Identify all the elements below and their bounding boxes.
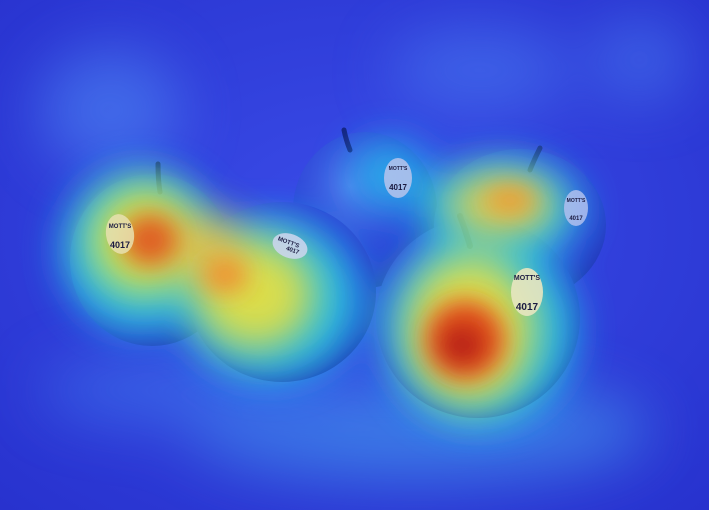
sticker-brand: MOTT'S: [567, 198, 586, 204]
sticker-back-right-apple: MOTT'S 4017: [564, 190, 588, 226]
sticker-code: 4017: [389, 183, 407, 192]
heatmap-hot-layer: [122, 186, 535, 380]
sticker-front-right-apple: MOTT'S 4017: [511, 268, 543, 316]
sticker-code: 4017: [285, 246, 300, 256]
sticker-front-left-apple: MOTT'S 4017: [272, 233, 308, 259]
sticker-left-apple: MOTT'S 4017: [105, 214, 135, 254]
sticker-back-center-apple: MOTT'S 4017: [384, 158, 412, 198]
sticker-code: 4017: [110, 240, 130, 250]
sticker-brand: MOTT'S: [389, 166, 408, 172]
sticker-brand: MOTT'S: [109, 224, 131, 230]
sticker-code: 4017: [569, 216, 583, 222]
sticker-brand: MOTT'S: [514, 275, 540, 282]
sticker-code: 4017: [516, 302, 539, 313]
